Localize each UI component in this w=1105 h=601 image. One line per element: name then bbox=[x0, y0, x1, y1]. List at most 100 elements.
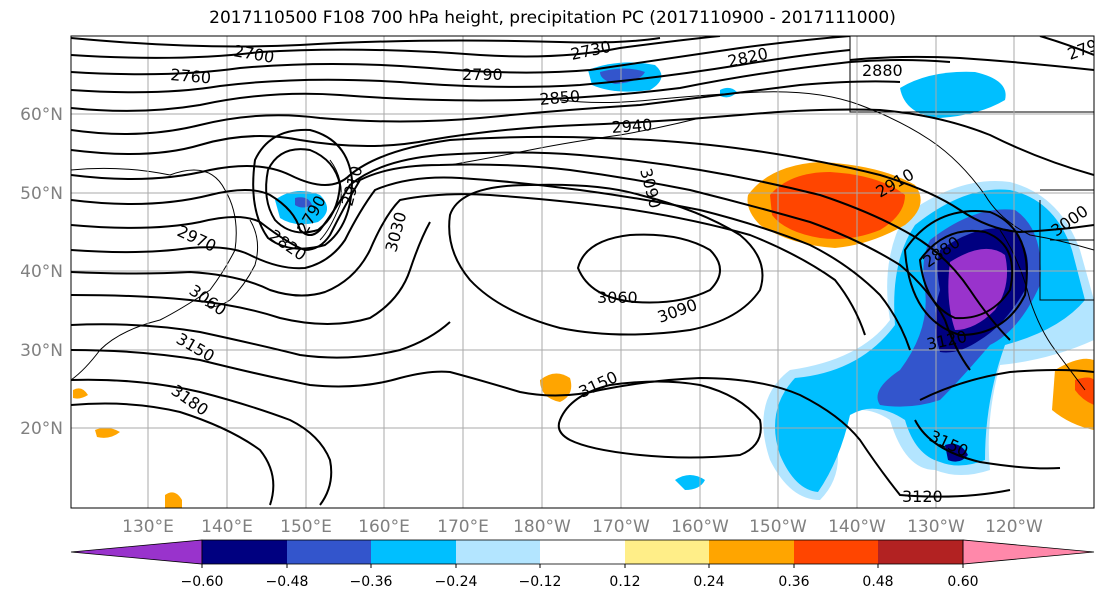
map-frame bbox=[70, 35, 1095, 509]
lon-label: 130°E bbox=[122, 517, 174, 537]
contour-3060-west bbox=[71, 221, 431, 325]
contour-label: 3090 bbox=[655, 295, 700, 327]
colorbar-tick-label: −0.12 bbox=[519, 574, 562, 590]
shade-orange-hawaii-west bbox=[540, 373, 572, 402]
lon-label: 170°E bbox=[437, 517, 489, 537]
contour-label: 2970 bbox=[174, 221, 219, 255]
colorbar-tick-label: −0.24 bbox=[435, 574, 478, 590]
shade-purple-east bbox=[948, 248, 1008, 330]
contour-label: 2790 bbox=[1065, 32, 1105, 64]
colorbar-segment bbox=[202, 540, 287, 564]
contour-label: 3120 bbox=[902, 487, 943, 506]
lat-label: 30°N bbox=[20, 341, 63, 361]
shade-orange-mex bbox=[1052, 358, 1094, 430]
colorbar-tick-label: −0.60 bbox=[181, 574, 224, 590]
contour-3150-west bbox=[71, 378, 333, 506]
shade-blue-south-pacific bbox=[675, 475, 705, 490]
colorbar-tick-label: 0.36 bbox=[778, 574, 809, 590]
colorbar-tick-label: −0.48 bbox=[266, 574, 309, 590]
contour-label: 3060 bbox=[597, 288, 638, 307]
lat-lon-gridlines bbox=[71, 36, 1094, 508]
precip-positive-shading bbox=[73, 162, 1094, 508]
contour-3090-west bbox=[71, 321, 451, 359]
shade-orange-small-1 bbox=[95, 427, 120, 438]
shade-medium-blue-kuril bbox=[295, 197, 312, 208]
contour-label: 2910 bbox=[338, 164, 367, 208]
colorbar-segment bbox=[287, 540, 371, 564]
contour-3150-hawaii bbox=[557, 380, 762, 459]
lon-label: 170°W bbox=[592, 517, 650, 537]
colorbar-right-arrow bbox=[962, 539, 1095, 565]
lat-label: 20°N bbox=[20, 419, 63, 439]
map-plot-area: 2700 2730 2760 2790 2820 2850 2880 2940 … bbox=[71, 32, 1105, 508]
shade-orange-small-3 bbox=[73, 388, 88, 399]
shade-red-mex bbox=[1075, 377, 1094, 405]
lon-label: 150°W bbox=[749, 517, 807, 537]
contour-2880 bbox=[71, 108, 1094, 176]
contour-3030 bbox=[71, 193, 866, 336]
lon-label: 140°W bbox=[828, 517, 886, 537]
lon-label: 160°E bbox=[358, 517, 410, 537]
colorbar-segment bbox=[794, 540, 878, 564]
lat-label: 40°N bbox=[20, 262, 63, 282]
colorbar: −0.60 −0.48 −0.36 −0.24 −0.12 0.12 0.24 … bbox=[70, 539, 1095, 590]
coastline-aleutians bbox=[449, 117, 701, 166]
contour-2940 bbox=[71, 151, 1011, 341]
colorbar-segment bbox=[456, 540, 540, 564]
colorbar-left-arrow bbox=[70, 539, 203, 565]
contour-2910-a bbox=[71, 135, 1094, 234]
contour-label: 3060 bbox=[186, 281, 230, 320]
colorbar-segment bbox=[709, 540, 794, 564]
lon-label: 160°W bbox=[671, 517, 729, 537]
contour-3060-closed bbox=[576, 233, 721, 304]
contour-2820 bbox=[71, 59, 951, 112]
lon-label: 150°E bbox=[280, 517, 332, 537]
contour-label: 2880 bbox=[862, 61, 903, 80]
shade-blue-kuril bbox=[275, 191, 328, 225]
contour-closed-kuril-2 bbox=[252, 128, 354, 250]
contour-2880-alaska bbox=[849, 55, 1094, 71]
contour-2880-east-ring bbox=[918, 229, 1014, 320]
lon-label: 180°W bbox=[513, 517, 571, 537]
contour-label: 3150 bbox=[576, 367, 621, 401]
contour-2730 bbox=[71, 36, 721, 59]
colorbar-tick-label: 0.48 bbox=[862, 574, 893, 590]
colorbar-ticks bbox=[201, 564, 964, 568]
colorbar-tick-label: 0.12 bbox=[609, 574, 640, 590]
contour-3150-east-ring bbox=[914, 419, 1061, 470]
contour-2790-ne bbox=[1039, 36, 1094, 56]
shade-red-gulf bbox=[770, 172, 905, 239]
contour-3000 bbox=[71, 176, 911, 351]
contour-label: 2730 bbox=[569, 37, 613, 64]
latitude-labels: 60°N 50°N 40°N 30°N 20°N bbox=[20, 105, 63, 439]
coastline-kamchatka bbox=[319, 159, 342, 241]
contour-2790 bbox=[71, 49, 851, 94]
contour-label: 2940 bbox=[611, 115, 653, 137]
contour-3150-east bbox=[919, 369, 1094, 401]
contour-label: 3180 bbox=[168, 381, 212, 420]
contour-label: 2850 bbox=[539, 87, 581, 109]
contour-3180 bbox=[71, 402, 275, 506]
contour-label: 2700 bbox=[232, 41, 275, 67]
contour-label: 2820 bbox=[726, 44, 770, 71]
colorbar-tick-label: −0.36 bbox=[350, 574, 393, 590]
colorbar-tick-label: 0.24 bbox=[693, 574, 724, 590]
colorbar-segment bbox=[371, 540, 456, 564]
lon-label: 140°E bbox=[201, 517, 253, 537]
lat-label: 60°N bbox=[20, 105, 63, 125]
longitude-labels: 130°E 140°E 150°E 160°E 170°E 180°W 170°… bbox=[122, 517, 1043, 537]
lat-label: 50°N bbox=[20, 184, 63, 204]
map-title: 2017110500 F108 700 hPa height, precipit… bbox=[209, 8, 896, 28]
contour-label: 2760 bbox=[170, 65, 212, 87]
shade-blue-alaska bbox=[900, 71, 1006, 118]
contour-2910-east-ring bbox=[903, 210, 1028, 337]
colorbar-segment bbox=[540, 540, 625, 564]
height-contours bbox=[71, 36, 1094, 506]
lon-label: 130°W bbox=[907, 517, 965, 537]
colorbar-segment bbox=[878, 540, 963, 564]
colorbar-outline bbox=[201, 539, 964, 565]
contour-3090-ring bbox=[448, 183, 764, 336]
contour-2700 bbox=[71, 37, 661, 48]
contour-label: 2790 bbox=[462, 65, 503, 84]
